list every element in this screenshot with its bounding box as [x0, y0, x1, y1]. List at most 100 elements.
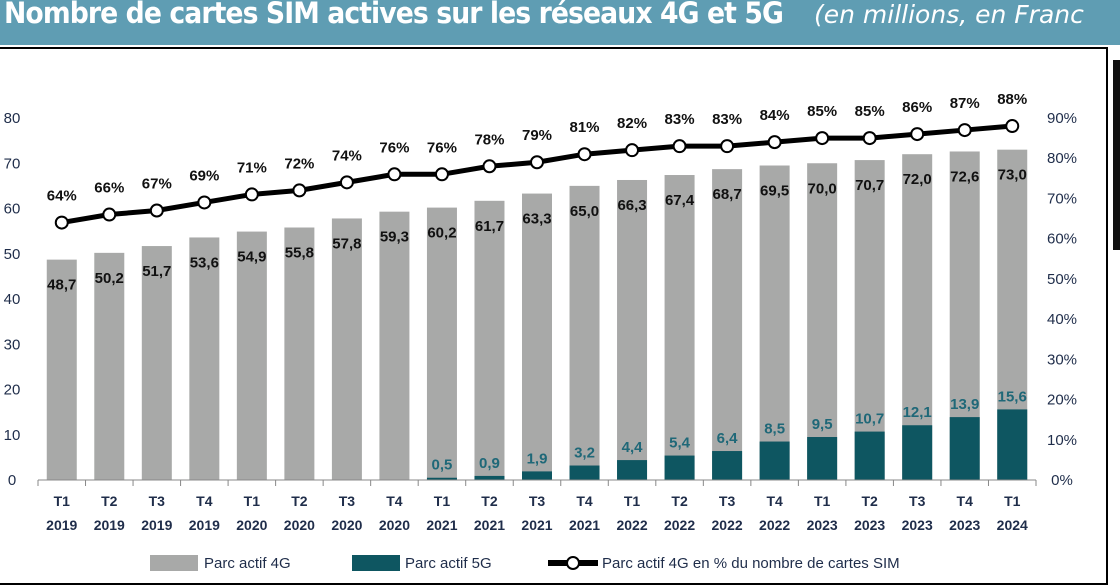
x-tick-quarter: T1	[54, 493, 71, 509]
x-tick-quarter: T3	[339, 493, 356, 509]
x-tick-quarter: T2	[671, 493, 688, 509]
bar-4g	[522, 193, 552, 480]
pct-label: 78%	[474, 131, 504, 148]
right-axis-tick: 80%	[1047, 150, 1077, 167]
bar-4g-label: 68,7	[712, 186, 741, 203]
bar-4g-label: 65,0	[570, 203, 599, 220]
bar-5g	[759, 441, 790, 480]
bar-5g-label: 8,5	[764, 421, 785, 438]
pct-marker	[815, 131, 830, 146]
bar-4g-label: 57,8	[332, 235, 361, 252]
legend-swatch-4g	[150, 555, 198, 571]
x-tick-quarter: T1	[814, 493, 831, 509]
bar-5g	[569, 465, 600, 480]
x-tick-year: 2022	[664, 517, 695, 533]
bar-5g-label: 6,4	[717, 430, 739, 447]
bar-5g	[902, 425, 933, 480]
bar-4g	[617, 179, 648, 480]
bar-5g	[854, 431, 885, 480]
x-tick-year: 2021	[569, 517, 600, 533]
pct-marker	[910, 127, 925, 142]
title-banner: Nombre de cartes SIM actives sur les rés…	[0, 0, 1120, 45]
bar-5g-label: 4,4	[622, 439, 644, 456]
x-tick-quarter: T3	[529, 493, 546, 509]
x-tick-year: 2020	[331, 517, 362, 533]
legend-label-5g: Parc actif 5G	[405, 555, 492, 572]
bar-4g	[474, 200, 505, 480]
pct-marker	[530, 155, 544, 170]
pct-marker	[957, 123, 972, 138]
bar-4g-label: 70,0	[808, 180, 837, 197]
bar-4g-label: 59,3	[380, 229, 409, 246]
bar-4g-label: 60,2	[427, 225, 456, 242]
pct-label: 76%	[379, 139, 409, 156]
pct-label: 83%	[712, 111, 742, 128]
x-tick-quarter: T3	[719, 493, 736, 509]
bar-5g-label: 0,5	[432, 457, 453, 474]
x-tick-quarter: T4	[196, 493, 213, 509]
pct-label: 86%	[902, 99, 932, 116]
x-tick-quarter: T1	[624, 493, 641, 509]
x-tick-year: 2019	[94, 517, 125, 533]
x-tick-quarter: T2	[861, 493, 878, 509]
chart-title: Nombre de cartes SIM actives sur les rés…	[4, 0, 784, 30]
bar-4g	[141, 246, 172, 480]
pct-marker	[387, 167, 402, 182]
pct-label: 79%	[522, 127, 552, 144]
bar-5g-label: 10,7	[855, 411, 884, 428]
left-axis-tick: 50	[4, 246, 21, 263]
pct-marker	[149, 203, 164, 218]
pct-label: 82%	[617, 115, 647, 132]
pct-label: 64%	[47, 188, 77, 205]
left-axis-tick: 40	[4, 291, 21, 308]
left-axis-tick: 60	[4, 201, 21, 218]
bar-4g	[807, 163, 838, 480]
left-axis-tick: 30	[4, 336, 21, 353]
bar-4g-label: 73,0	[998, 167, 1027, 184]
bar-4g	[189, 237, 220, 480]
pct-label: 85%	[855, 103, 885, 120]
bar-4g	[712, 169, 743, 480]
bar-5g-label: 1,9	[527, 450, 548, 467]
bar-4g-label: 55,8	[285, 245, 314, 262]
pct-label: 72%	[284, 155, 314, 172]
chart-subtitle: (en millions, en Franc	[814, 0, 1084, 29]
legend-label-4g: Parc actif 4G	[204, 555, 291, 572]
bar-4g	[331, 218, 362, 480]
pct-label: 81%	[570, 119, 600, 136]
bar-5g	[522, 471, 552, 480]
pct-marker	[102, 207, 117, 222]
bar-4g-label: 63,3	[522, 211, 551, 228]
right-axis-tick: 30%	[1047, 351, 1077, 368]
bar-5g-label: 15,6	[998, 388, 1027, 405]
right-axis-tick: 60%	[1047, 231, 1077, 248]
bar-5g-label: 5,4	[669, 435, 691, 452]
bar-5g-label: 9,5	[812, 416, 833, 433]
pct-label: 84%	[760, 107, 790, 124]
x-tick-quarter: T4	[576, 493, 593, 509]
bar-5g-label: 12,1	[903, 404, 932, 421]
right-axis-tick: 20%	[1047, 392, 1077, 409]
pct-marker	[672, 139, 687, 154]
bar-4g	[379, 211, 410, 481]
bar-4g	[94, 252, 125, 480]
x-tick-quarter: T2	[481, 493, 498, 509]
pct-label: 85%	[807, 103, 837, 120]
legend-swatch-5g	[352, 555, 400, 571]
x-tick-year: 2021	[521, 517, 552, 533]
left-axis-tick: 20	[4, 382, 21, 399]
left-axis-tick: 80	[4, 110, 21, 127]
x-tick-year: 2021	[474, 517, 505, 533]
bar-4g-label: 72,0	[903, 171, 932, 188]
x-tick-year: 2019	[141, 517, 172, 533]
x-tick-year: 2022	[616, 517, 647, 533]
x-tick-year: 2020	[379, 517, 410, 533]
bar-5g	[664, 455, 695, 480]
x-tick-quarter: T1	[1004, 493, 1021, 509]
x-tick-year: 2020	[236, 517, 267, 533]
bar-4g-label: 51,7	[142, 263, 171, 280]
pct-marker	[292, 183, 307, 198]
left-axis-tick: 70	[4, 155, 21, 172]
bar-5g	[807, 437, 838, 480]
bar-4g-label: 69,5	[760, 183, 789, 200]
